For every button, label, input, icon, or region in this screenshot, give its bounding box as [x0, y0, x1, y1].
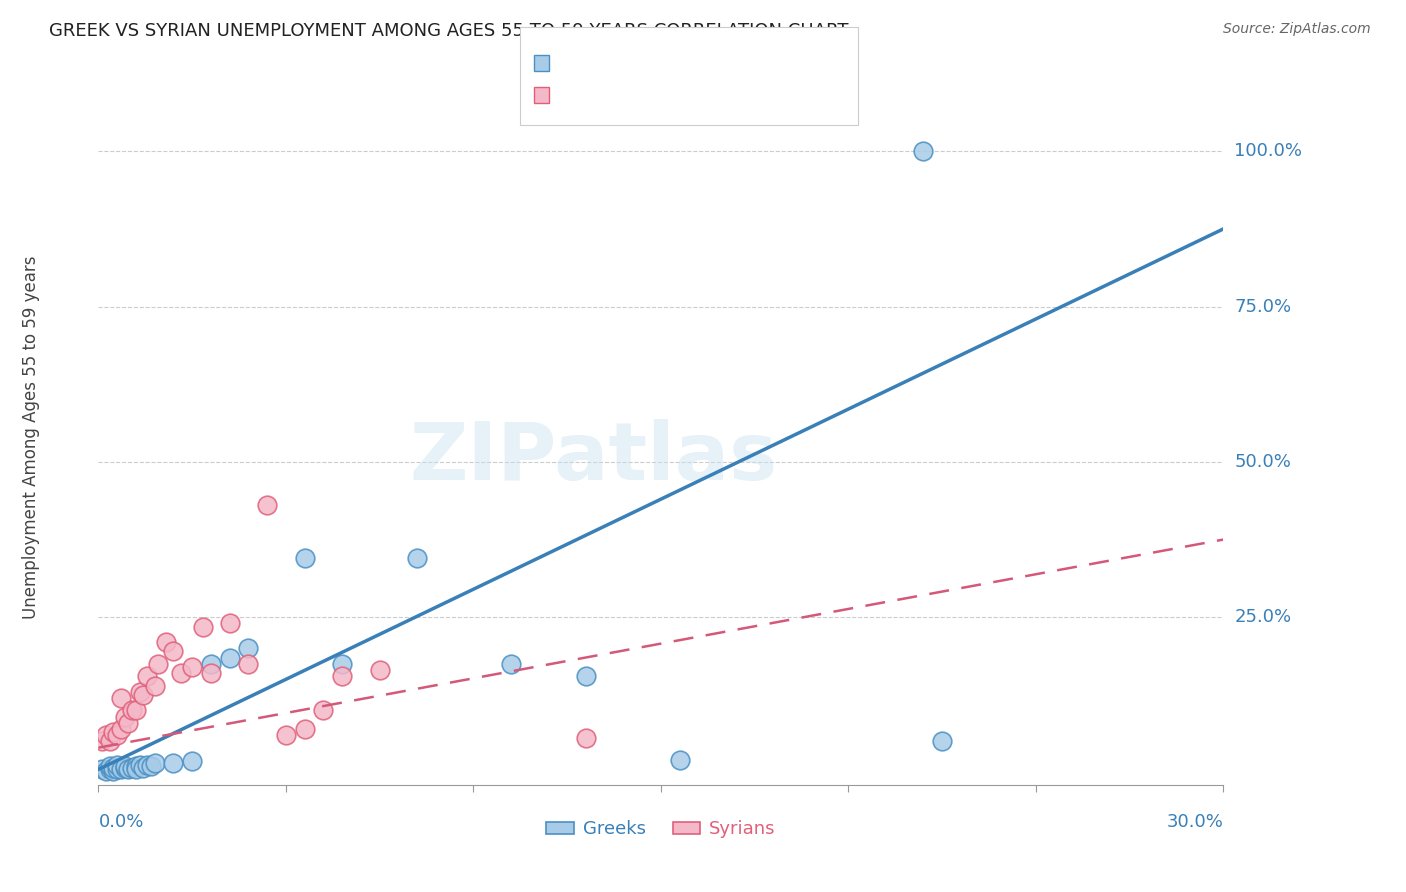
Point — [256, 499, 278, 513]
Point — [143, 756, 166, 771]
Point — [125, 763, 148, 777]
Point — [136, 669, 159, 683]
Point — [117, 715, 139, 730]
Point — [121, 760, 143, 774]
Point — [312, 703, 335, 717]
Text: 50.0%: 50.0% — [1234, 453, 1291, 471]
Point — [121, 703, 143, 717]
Point — [132, 688, 155, 702]
Point — [170, 666, 193, 681]
Point — [94, 764, 117, 778]
Point — [200, 666, 222, 681]
Point — [218, 616, 240, 631]
Text: Source: ZipAtlas.com: Source: ZipAtlas.com — [1223, 22, 1371, 37]
Point — [499, 657, 522, 671]
Text: 25.0%: 25.0% — [1234, 608, 1292, 626]
Point — [148, 657, 170, 671]
Text: R = 0.732: R = 0.732 — [561, 55, 651, 73]
Point — [193, 619, 215, 633]
Point — [162, 756, 184, 771]
Point — [103, 760, 125, 774]
Text: Unemployment Among Ages 55 to 59 years: Unemployment Among Ages 55 to 59 years — [22, 255, 39, 619]
Point — [575, 669, 598, 683]
Point — [368, 663, 391, 677]
Point — [117, 763, 139, 777]
Point — [125, 759, 148, 773]
Point — [114, 760, 136, 774]
Legend: Greeks, Syrians: Greeks, Syrians — [538, 814, 783, 846]
Point — [114, 759, 136, 773]
Text: R = 0.351: R = 0.351 — [561, 87, 651, 104]
Point — [91, 763, 114, 777]
Text: N = 31: N = 31 — [669, 87, 731, 104]
Point — [98, 734, 121, 748]
Point — [181, 755, 204, 769]
Point — [105, 763, 128, 777]
Point — [139, 759, 162, 773]
Point — [181, 660, 204, 674]
Point — [110, 763, 132, 777]
Point — [143, 679, 166, 693]
Point — [575, 731, 598, 746]
Point — [155, 635, 177, 649]
Point — [110, 722, 132, 736]
Point — [330, 669, 353, 683]
Point — [128, 758, 150, 772]
Point — [105, 728, 128, 742]
Point — [94, 728, 117, 742]
Point — [238, 657, 260, 671]
Point — [162, 644, 184, 658]
Point — [294, 551, 316, 566]
Point — [110, 690, 132, 705]
Point — [132, 760, 155, 774]
Point — [103, 725, 125, 739]
Text: 75.0%: 75.0% — [1234, 298, 1292, 316]
Point — [330, 657, 353, 671]
Point — [218, 650, 240, 665]
Text: 30.0%: 30.0% — [1167, 813, 1223, 830]
Point — [200, 657, 222, 671]
Point — [238, 641, 260, 656]
Point — [105, 758, 128, 772]
Point — [103, 764, 125, 778]
Point — [98, 759, 121, 773]
Point — [406, 551, 429, 566]
Text: 0.0%: 0.0% — [98, 813, 143, 830]
Point — [931, 734, 953, 748]
Text: 100.0%: 100.0% — [1234, 143, 1302, 161]
Point — [136, 758, 159, 772]
Point — [128, 685, 150, 699]
Text: ZIPatlas: ZIPatlas — [409, 419, 778, 497]
Point — [98, 763, 121, 777]
Point — [912, 145, 935, 159]
Point — [668, 753, 690, 767]
Point — [114, 709, 136, 723]
Text: GREEK VS SYRIAN UNEMPLOYMENT AMONG AGES 55 TO 59 YEARS CORRELATION CHART: GREEK VS SYRIAN UNEMPLOYMENT AMONG AGES … — [49, 22, 849, 40]
Point — [274, 728, 297, 742]
Text: N = 33: N = 33 — [669, 55, 731, 73]
Point — [125, 703, 148, 717]
Point — [91, 734, 114, 748]
Point — [294, 722, 316, 736]
